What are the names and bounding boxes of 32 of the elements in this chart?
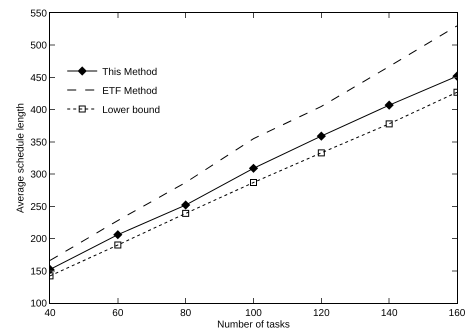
point [249,164,258,173]
y-tick-label: 350 [30,137,48,148]
x-tick-label: 120 [312,308,330,319]
x-tick-label: 80 [180,308,192,319]
point [316,132,326,140]
point [318,149,325,156]
x-tick-label: 160 [448,308,466,319]
point [250,178,257,186]
y-axis-title: Average schedule length [15,103,26,213]
x-tick-label: 140 [380,308,398,319]
point [114,242,122,248]
x-tick-label: 40 [44,308,56,319]
point [181,200,190,210]
point [384,100,394,110]
y-tick-label: 200 [30,234,48,246]
y-tick-label: 250 [30,202,48,213]
legend-label: This Method [102,66,158,78]
legend-label: ETF Method [102,86,158,97]
point [386,120,393,128]
y-tick-label: 400 [30,105,48,116]
y-tick-label: 150 [30,266,48,278]
point [113,230,122,240]
x-tick-label: 100 [245,308,262,319]
y-tick-label: 300 [30,170,48,181]
y-tick-label: 450 [30,72,48,84]
point [182,210,190,217]
y-tick-label: 500 [30,40,48,52]
legend-label: Lower bound [102,104,160,116]
x-axis-title: Number of tasks [217,320,290,330]
y-tick-label: 550 [30,8,48,20]
y-tick-label: 100 [30,298,48,310]
x-tick-label: 60 [112,308,124,319]
